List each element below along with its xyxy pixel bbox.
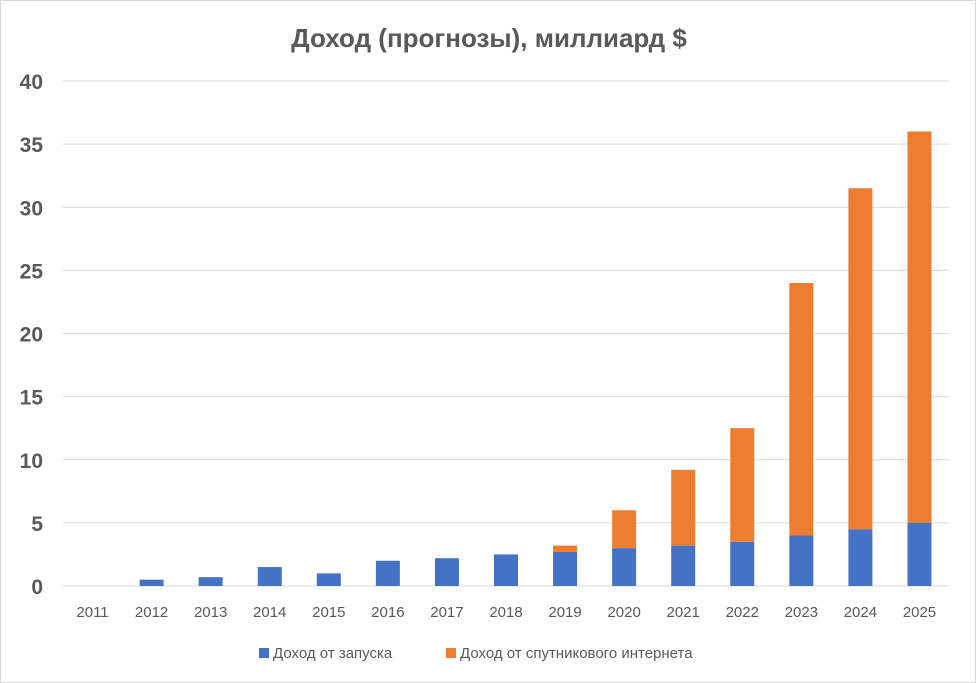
x-tick-label: 2019	[548, 604, 581, 621]
x-tick-label: 2018	[489, 604, 522, 621]
y-tick-label: 0	[31, 576, 43, 599]
bar-launch-revenue	[553, 551, 578, 586]
bars	[139, 131, 932, 586]
bar-satellite-internet-revenue	[671, 469, 696, 546]
x-tick-label: 2023	[785, 604, 818, 621]
bar-launch-revenue	[375, 560, 400, 586]
bar-launch-revenue	[139, 579, 164, 586]
legend-swatch	[259, 648, 269, 658]
legend-swatch	[446, 648, 456, 658]
chart-title: Доход (прогнозы), миллиард $	[291, 23, 687, 53]
bar-launch-revenue	[198, 577, 223, 586]
x-tick-label: 2011	[76, 604, 108, 621]
x-tick-label: 2013	[194, 604, 227, 621]
x-tick-label: 2022	[726, 604, 759, 621]
legend-label: Доход от спутникового интернета	[460, 645, 693, 662]
x-tick-label: 2024	[844, 604, 877, 621]
y-axis-ticks: 0 5 10 15 20 25 30 35 40	[20, 71, 44, 599]
bar-satellite-internet-revenue	[848, 188, 873, 530]
bar-satellite-internet-revenue	[553, 545, 578, 552]
legend: Доход от запуска Доход от спутникового ин…	[259, 645, 693, 662]
bar-satellite-internet-revenue	[907, 131, 932, 523]
y-tick-label: 40	[20, 71, 43, 94]
bar-launch-revenue	[730, 541, 755, 586]
legend-label: Доход от запуска	[273, 645, 393, 662]
x-tick-label: 2015	[312, 604, 345, 621]
x-tick-label: 2016	[371, 604, 404, 621]
bar-launch-revenue	[907, 522, 932, 586]
bar-launch-revenue	[494, 554, 518, 586]
bar-launch-revenue	[789, 535, 814, 586]
x-tick-label: 2017	[430, 604, 463, 621]
bar-launch-revenue	[612, 548, 637, 586]
y-tick-label: 5	[31, 513, 43, 536]
x-tick-label: 2025	[903, 604, 936, 621]
y-tick-label: 10	[20, 450, 43, 473]
bar-launch-revenue	[257, 567, 282, 586]
y-tick-label: 30	[20, 197, 43, 220]
bar-launch-revenue	[434, 558, 459, 586]
x-tick-label: 2020	[607, 604, 640, 621]
y-tick-label: 25	[20, 260, 44, 283]
x-tick-label: 2014	[253, 604, 286, 621]
y-tick-label: 20	[20, 324, 43, 347]
bar-launch-revenue	[848, 529, 873, 586]
bar-satellite-internet-revenue	[730, 428, 755, 542]
x-tick-label: 2012	[135, 604, 168, 621]
x-axis-ticks: 2011 2012 2013 2014 2015 2016 2017 2018 2019 2020…	[76, 604, 936, 621]
x-tick-label: 2021	[667, 604, 700, 621]
bar-satellite-internet-revenue	[789, 283, 814, 536]
bar-launch-revenue	[671, 545, 696, 586]
y-tick-label: 15	[20, 387, 44, 410]
y-tick-label: 35	[20, 134, 44, 157]
bar-launch-revenue	[316, 573, 341, 586]
bar-satellite-internet-revenue	[612, 510, 637, 549]
gridlines	[63, 80, 949, 587]
